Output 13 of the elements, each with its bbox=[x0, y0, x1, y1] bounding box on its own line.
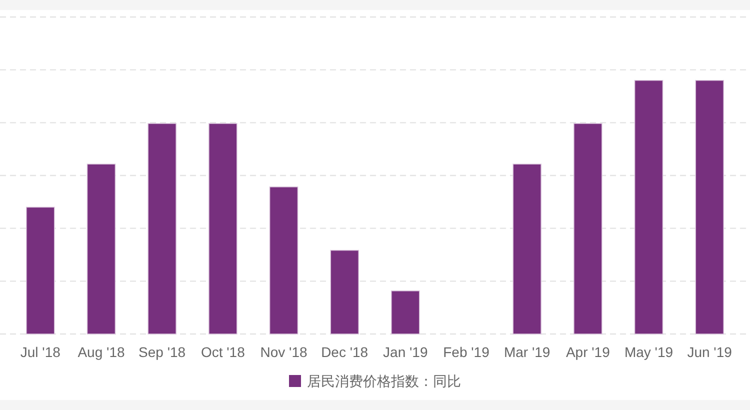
x-tick-label: Feb '19 bbox=[443, 344, 490, 360]
x-tick-label: Sep '18 bbox=[138, 344, 186, 360]
x-tick-label: Apr '19 bbox=[566, 344, 610, 360]
legend: 居民消费价格指数：同比 bbox=[289, 373, 461, 389]
x-tick-label: Mar '19 bbox=[504, 344, 550, 360]
x-tick-label: Oct '18 bbox=[200, 344, 246, 360]
x-tick-label: Jan '19 bbox=[383, 344, 428, 360]
x-tick-label: Jun '19 bbox=[687, 344, 732, 360]
x-tick-label: Dec '18 bbox=[321, 344, 368, 360]
x-tick-label: Jul '18 bbox=[20, 344, 61, 360]
x-tick-label: Aug '18 bbox=[78, 344, 125, 360]
x-tick-label: May '19 bbox=[624, 344, 674, 360]
x-tick-label: Nov '18 bbox=[260, 344, 308, 360]
